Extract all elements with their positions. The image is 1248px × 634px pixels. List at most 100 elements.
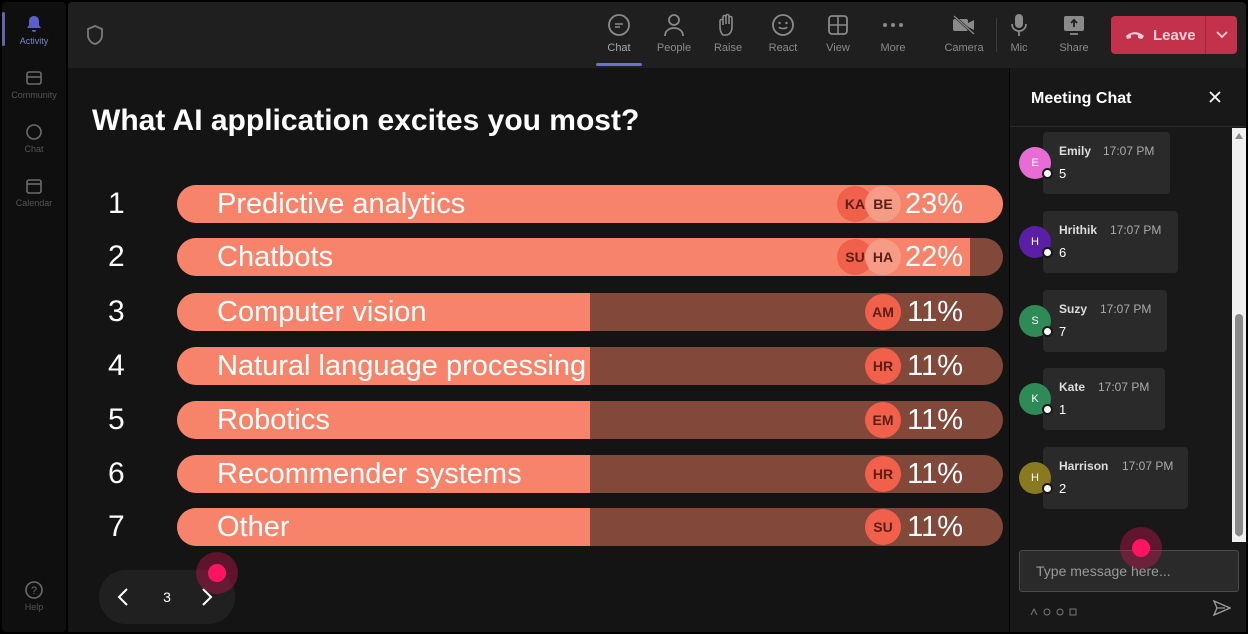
- toolbar-raise-button[interactable]: Raise: [705, 12, 751, 54]
- message-timestamp: 17:07 PM: [1098, 380, 1150, 394]
- toolbar-button-label: Chat: [607, 42, 631, 54]
- format-icon[interactable]: [1030, 603, 1038, 616]
- presence-indicator: [1042, 326, 1053, 337]
- avatar[interactable]: S: [1019, 305, 1053, 337]
- avatar-initial: E: [1031, 157, 1039, 169]
- chat-icon: [24, 122, 44, 142]
- message-input[interactable]: [1020, 551, 1238, 591]
- voter-avatar: EM: [865, 402, 901, 438]
- chat-divider: [1010, 126, 1246, 127]
- chevron-down-icon[interactable]: [1206, 31, 1237, 39]
- help-icon: ?: [24, 580, 44, 600]
- message-composer[interactable]: [1019, 550, 1239, 592]
- avatar[interactable]: H: [1019, 226, 1053, 258]
- emoji-icon: [771, 12, 795, 38]
- chevron-left-icon[interactable]: [117, 587, 129, 612]
- rail-item-activity[interactable]: Activity: [2, 14, 66, 46]
- message-author: Emily: [1059, 144, 1092, 158]
- chat-message[interactable]: Hrithik 17:07 PM 6: [1043, 211, 1178, 273]
- scroll-up-arrow[interactable]: [1235, 133, 1243, 139]
- chat-message[interactable]: Emily 17:07 PM 5: [1043, 132, 1170, 194]
- message-author: Suzy: [1059, 302, 1088, 316]
- option-label: Other: [217, 511, 290, 543]
- option-bar: Robotics EM 11%: [177, 401, 1003, 439]
- message-timestamp: 17:07 PM: [1100, 302, 1152, 316]
- more-icon: [882, 12, 904, 38]
- message-timestamp: 17:07 PM: [1122, 459, 1174, 473]
- option-bar: Natural language processing HR 11%: [177, 347, 1003, 385]
- poll-option-row: 3 Computer vision AM 11%: [68, 293, 1009, 331]
- option-label: Computer vision: [217, 296, 427, 328]
- toolbar-camera-button[interactable]: Camera: [941, 12, 987, 54]
- toolbar-view-button[interactable]: View: [815, 12, 861, 54]
- scroll-down-arrow[interactable]: [1235, 531, 1243, 537]
- option-percentage: 11%: [907, 404, 963, 436]
- toolbar-mic-button[interactable]: Mic: [996, 12, 1042, 54]
- toolbar-react-button[interactable]: React: [760, 12, 806, 54]
- option-percentage: 11%: [907, 458, 963, 490]
- avatar[interactable]: K: [1019, 383, 1053, 415]
- voter-avatar: HA: [865, 239, 901, 275]
- toolbar-chat-button[interactable]: Chat: [596, 12, 642, 54]
- leave-button[interactable]: Leave: [1111, 16, 1237, 54]
- toolbar-button-label: People: [656, 42, 692, 54]
- avatar[interactable]: H: [1019, 462, 1053, 494]
- avatar[interactable]: E: [1019, 147, 1053, 179]
- option-bar-fill: [177, 508, 590, 546]
- chat-message[interactable]: Suzy 17:07 PM 7: [1043, 290, 1167, 352]
- rail-item-label: Chat: [24, 144, 44, 154]
- poll-question: What AI application excites you most?: [92, 104, 640, 137]
- close-icon[interactable]: [1208, 90, 1222, 109]
- emoji-icon[interactable]: [1056, 603, 1064, 616]
- scrollbar-thumb[interactable]: [1235, 314, 1243, 536]
- chat-title: Meeting Chat: [1031, 90, 1132, 107]
- presence-indicator: [1042, 247, 1053, 258]
- active-tab-indicator: [596, 63, 642, 66]
- option-percentage: 22%: [904, 241, 963, 273]
- meeting-chat-panel: Meeting Chat Emily 17:07 PM 5 E Hrithik 17:07…: [1010, 68, 1246, 632]
- gif-icon[interactable]: [1069, 603, 1077, 616]
- option-bar: Chatbots SU HA 22%: [177, 238, 1003, 276]
- option-percentage: 11%: [907, 296, 963, 328]
- message-text: 1: [1059, 402, 1067, 417]
- leave-label: Leave: [1153, 26, 1196, 44]
- message-author: Kate: [1059, 380, 1086, 394]
- avatar-initial: S: [1031, 315, 1039, 327]
- rail-item-community[interactable]: Community: [2, 68, 66, 100]
- rail-item-help[interactable]: ? Help: [2, 580, 66, 612]
- toolbar-button-label: React: [768, 42, 798, 54]
- grid-icon: [827, 12, 849, 38]
- message-timestamp: 17:07 PM: [1110, 223, 1162, 237]
- poll-option-row: 4 Natural language processing HR 11%: [68, 347, 1009, 385]
- option-percentage: 11%: [907, 350, 963, 382]
- rail-active-indicator: [2, 12, 5, 46]
- toolbar-button-label: Raise: [713, 42, 743, 54]
- rail-item-calendar[interactable]: Calendar: [2, 176, 66, 208]
- rail-item-chat[interactable]: Chat: [2, 122, 66, 154]
- send-icon[interactable]: [1212, 599, 1232, 621]
- chat-message[interactable]: Kate 17:07 PM 1: [1043, 368, 1165, 430]
- chat-message[interactable]: Harrison 17:07 PM 2: [1043, 447, 1188, 509]
- leave-main[interactable]: Leave: [1111, 27, 1205, 44]
- voter-avatar: BE: [865, 186, 901, 222]
- message-text: 2: [1059, 481, 1067, 496]
- toolbar-button-label: Mic: [1010, 42, 1028, 54]
- chat-scrollbar[interactable]: [1232, 128, 1246, 542]
- toolbar-people-button[interactable]: People: [651, 12, 697, 54]
- poll-option-row: 1 Predictive analytics KA BE 23%: [68, 185, 1009, 223]
- shield-icon[interactable]: [86, 24, 104, 51]
- attach-icon[interactable]: [1043, 603, 1051, 616]
- option-label: Robotics: [217, 404, 330, 436]
- toolbar-share-button[interactable]: Share: [1051, 12, 1097, 54]
- bell-icon: [24, 14, 44, 34]
- share-icon: [1062, 12, 1086, 38]
- option-percentage: 23%: [904, 188, 963, 220]
- app-rail: Activity Community Chat Calendar ? Help: [2, 2, 66, 632]
- chevron-right-icon[interactable]: [201, 587, 213, 612]
- toolbar-button-label: More: [880, 42, 906, 54]
- community-icon: [24, 68, 44, 88]
- message-author: Hrithik: [1059, 223, 1098, 237]
- toolbar-more-button[interactable]: More: [870, 12, 916, 54]
- option-number: 3: [108, 295, 125, 328]
- page-number: 3: [163, 589, 171, 605]
